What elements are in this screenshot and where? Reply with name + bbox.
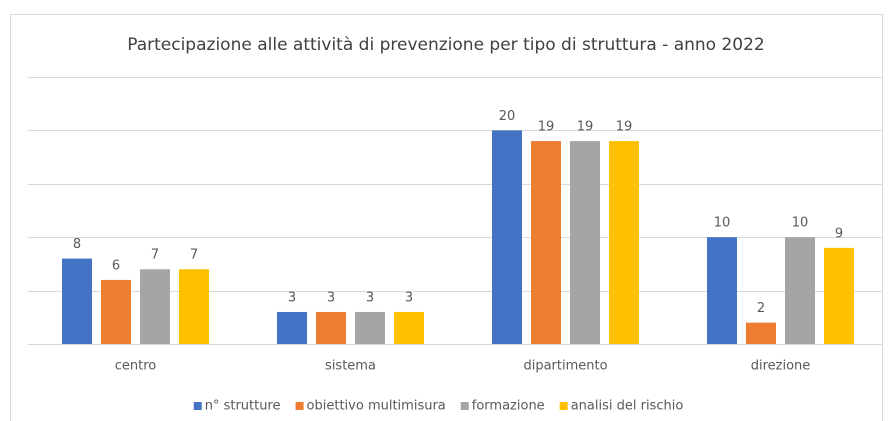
- legend-label: analisi del rischio: [571, 399, 684, 414]
- data-label: 10: [714, 216, 731, 231]
- chart-title: Partecipazione alle attività di prevenzi…: [127, 35, 765, 55]
- bar: [277, 311, 307, 344]
- bar: [492, 130, 522, 344]
- legend-swatch: [295, 402, 304, 410]
- bar: [746, 322, 776, 344]
- data-label: 19: [577, 120, 594, 135]
- data-label: 2: [757, 301, 765, 316]
- data-label: 9: [835, 226, 843, 241]
- bar: [570, 141, 600, 344]
- legend-label: formazione: [472, 399, 545, 414]
- legend-label: n° strutture: [205, 399, 281, 414]
- legend-swatch: [193, 402, 202, 410]
- bar: [609, 141, 639, 344]
- data-label: 3: [288, 290, 296, 305]
- data-label: 8: [73, 237, 81, 252]
- bar: [62, 258, 92, 344]
- bar: [179, 269, 209, 344]
- bar: [394, 311, 424, 344]
- data-label: 3: [366, 290, 374, 305]
- bar: [140, 269, 170, 344]
- x-tick-label: centro: [115, 359, 157, 374]
- data-label: 10: [792, 216, 809, 231]
- data-label: 7: [190, 248, 198, 263]
- bar: [316, 311, 346, 344]
- bar: [531, 141, 561, 344]
- data-label: 19: [616, 120, 633, 135]
- bar: [101, 279, 131, 344]
- legend-swatch: [559, 402, 568, 410]
- x-tick-label: sistema: [325, 359, 376, 374]
- legend-label: obiettivo multimisura: [307, 399, 446, 414]
- data-label: 3: [405, 290, 413, 305]
- bar: [785, 237, 815, 344]
- chart-border: [10, 14, 883, 421]
- data-label: 20: [499, 109, 516, 124]
- legend-swatch: [460, 402, 469, 410]
- bar: [355, 311, 385, 344]
- bar: [707, 237, 737, 344]
- data-label: 19: [538, 120, 555, 135]
- data-label: 7: [151, 248, 159, 263]
- x-tick-label: dipartimento: [523, 359, 607, 374]
- data-label: 6: [112, 258, 120, 273]
- data-label: 3: [327, 290, 335, 305]
- x-tick-label: direzione: [751, 359, 811, 374]
- bar: [824, 247, 854, 344]
